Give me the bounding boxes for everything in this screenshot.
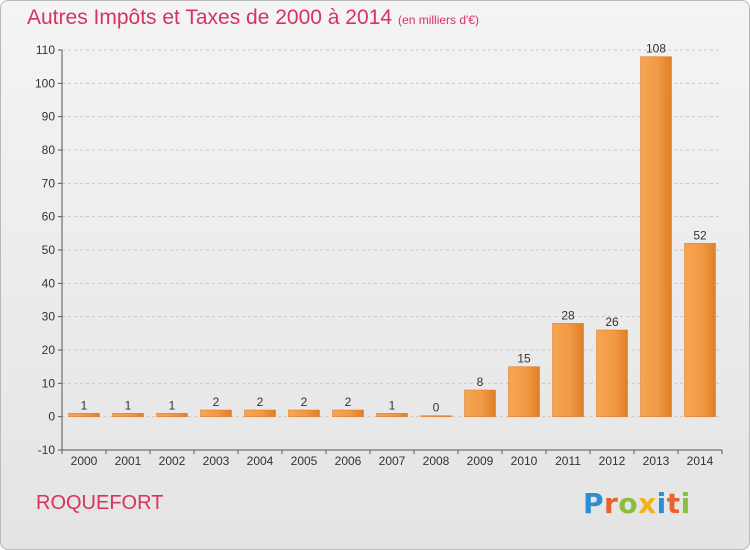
logo-letter: o xyxy=(618,487,639,520)
data-label-2011: 28 xyxy=(561,308,575,322)
x-tick-label: 2011 xyxy=(555,454,581,468)
title-unit: (en milliers d'€) xyxy=(398,13,480,27)
x-tick-label: 2008 xyxy=(423,454,450,468)
logo-letter: i xyxy=(656,487,667,520)
y-tick-label: -10 xyxy=(38,443,56,457)
data-label-2010: 15 xyxy=(517,352,531,366)
bar-2013 xyxy=(640,56,672,417)
bar-2005 xyxy=(288,409,320,417)
y-tick-label: 60 xyxy=(42,210,56,224)
y-tick-label: 110 xyxy=(36,43,55,57)
logo-letter: x xyxy=(638,487,657,520)
x-tick-label: 2006 xyxy=(335,454,362,468)
x-tick-label: 2005 xyxy=(291,454,318,468)
x-tick-label: 2003 xyxy=(203,454,230,468)
data-label-2009: 8 xyxy=(477,375,484,389)
logo-letter: i xyxy=(680,487,691,520)
y-tick-label: 30 xyxy=(42,310,56,324)
bar-2006 xyxy=(332,409,364,417)
data-label-2001: 1 xyxy=(125,398,132,412)
data-label-2012: 26 xyxy=(605,315,619,329)
data-label-2006: 2 xyxy=(345,395,352,409)
data-label-2007: 1 xyxy=(389,398,396,412)
x-tick-label: 2007 xyxy=(379,454,406,468)
y-axis: -10 0 10 20 30 40 50 60 70 80 90 100 110 xyxy=(35,43,63,457)
x-tick-label: 2010 xyxy=(511,454,538,468)
y-tick-label: 80 xyxy=(42,143,56,157)
bar-series xyxy=(68,56,716,417)
data-label-2005: 2 xyxy=(301,395,308,409)
proxiti-logo[interactable]: Proxiti xyxy=(583,487,691,520)
commune-name: ROQUEFORT xyxy=(36,492,164,514)
bar-2014 xyxy=(684,243,716,417)
x-tick-label: 2001 xyxy=(115,454,142,468)
x-tick-label: 2013 xyxy=(643,454,670,468)
x-tick-label: 2009 xyxy=(467,454,494,468)
bar-2007 xyxy=(376,413,408,417)
x-tick-label: 2012 xyxy=(599,454,626,468)
y-tick-label: 100 xyxy=(35,76,55,90)
x-tick-label: 2014 xyxy=(687,454,714,468)
bar-2001 xyxy=(112,413,144,417)
y-tick-label: 90 xyxy=(42,110,56,124)
data-label-2008: 0 xyxy=(433,401,440,415)
data-label-2000: 1 xyxy=(81,398,88,412)
data-label-2013: 108 xyxy=(646,42,666,56)
logo-letter: t xyxy=(666,487,681,520)
bar-2008 xyxy=(420,415,452,417)
bar-2010 xyxy=(508,366,540,417)
bar-2012 xyxy=(596,329,628,417)
data-label-2004: 2 xyxy=(257,395,264,409)
bar-2002 xyxy=(156,413,188,417)
x-tick-label: 2002 xyxy=(159,454,186,468)
title-text: Autres Impôts et Taxes de 2000 à 2014 xyxy=(27,6,393,29)
y-tick-label: 0 xyxy=(48,410,55,424)
data-label-2014: 52 xyxy=(693,228,707,242)
y-tick-label: 20 xyxy=(42,343,56,357)
bar-2004 xyxy=(244,409,276,417)
bar-2003 xyxy=(200,409,232,417)
bar-2011 xyxy=(552,323,584,417)
x-tick-label: 2004 xyxy=(247,454,274,468)
data-label-2003: 2 xyxy=(213,395,220,409)
logo-letter: r xyxy=(604,487,619,520)
y-tick-label: 10 xyxy=(42,376,56,390)
y-tick-label: 50 xyxy=(42,243,56,257)
bar-2009 xyxy=(464,389,496,417)
x-tick-label: 2000 xyxy=(71,454,98,468)
data-label-2002: 1 xyxy=(169,398,176,412)
x-axis: 2000 2001 2002 2003 2004 2005 2006 2007 2008 2009… xyxy=(61,449,723,468)
y-tick-label: 70 xyxy=(42,176,56,190)
bar-2000 xyxy=(68,413,100,417)
logo-letter: P xyxy=(583,487,605,520)
y-tick-label: 40 xyxy=(42,276,56,290)
chart-title: Autres Impôts et Taxes de 2000 à 2014 (en… xyxy=(27,6,479,30)
